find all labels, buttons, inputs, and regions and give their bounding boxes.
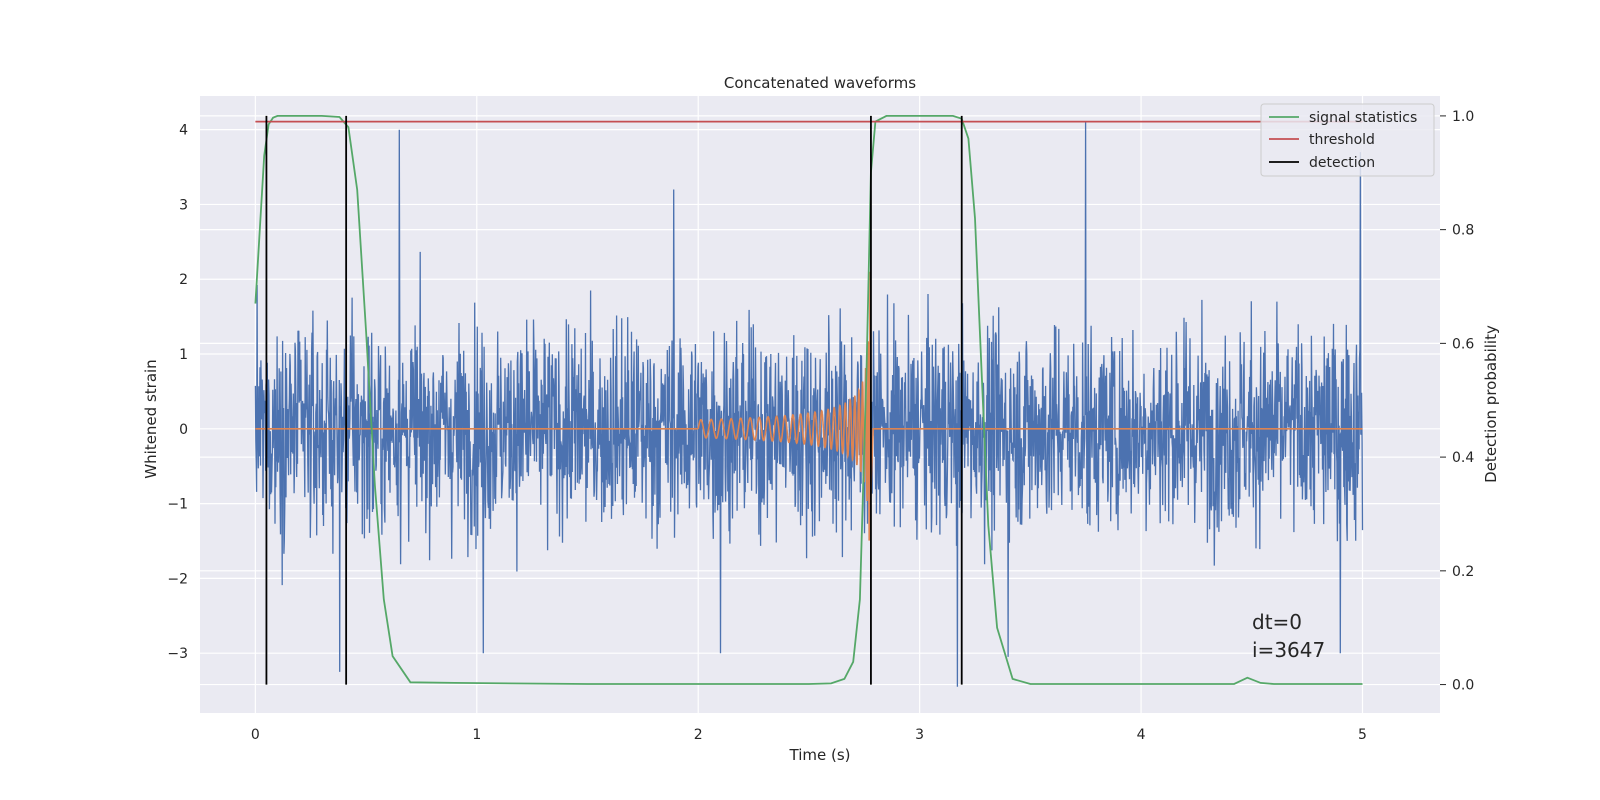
annotation-index: i=3647 — [1252, 638, 1325, 662]
probability-series — [254, 115, 1363, 685]
signal-statistics-line — [254, 115, 1363, 685]
x-axis-label: Time (s) — [789, 746, 851, 764]
y-right-tick-label: 0.0 — [1452, 678, 1474, 694]
y-left-tick-label: 4 — [179, 123, 188, 139]
legend-box — [1260, 103, 1435, 177]
y-left-tick-label: −3 — [167, 646, 188, 662]
y-left-tick-label: −2 — [167, 571, 188, 587]
x-tick-label: 5 — [1358, 727, 1367, 743]
chirp-line — [255, 271, 1363, 541]
y-right-tick-label: 0.4 — [1452, 450, 1474, 466]
y-right-tick-label: 0.8 — [1452, 223, 1474, 239]
y-right-tick-label: 0.6 — [1452, 336, 1474, 352]
y-right-tick-label: 1.0 — [1452, 109, 1474, 125]
legend-label-signal: signal statistics — [1309, 110, 1417, 126]
x-tick-label: 0 — [251, 727, 260, 743]
y-left-tick-label: 0 — [179, 422, 188, 438]
legend: signal statistics threshold detection — [1260, 103, 1435, 177]
y-right-tick-label: 0.2 — [1452, 564, 1474, 580]
y-axis-label-left: Whitened strain — [142, 359, 160, 478]
x-tick-label: 3 — [915, 727, 924, 743]
x-tick-label: 2 — [694, 727, 703, 743]
x-tick-label: 1 — [472, 727, 481, 743]
chirp-series — [255, 271, 1363, 541]
x-tick-label: 4 — [1137, 727, 1146, 743]
y-left-tick-label: 2 — [179, 272, 188, 288]
chart-title: Concatenated waveforms — [724, 74, 916, 92]
y-left-tick-label: 1 — [179, 347, 188, 363]
axis-ticks: 0 1 2 3 4 5 −3 −2 −1 0 1 2 3 4 0.0 0.2 0.4 0.6 0.8 1.0 — [167, 109, 1474, 743]
y-axis-label-right: Detection probability — [1482, 325, 1500, 483]
legend-label-threshold: threshold — [1309, 132, 1375, 148]
annotation: dt=0 i=3647 — [1252, 610, 1325, 662]
annotation-dt: dt=0 — [1252, 610, 1302, 634]
y-left-tick-label: −1 — [167, 497, 188, 513]
y-left-tick-label: 3 — [179, 197, 188, 213]
legend-label-detection: detection — [1309, 155, 1375, 171]
